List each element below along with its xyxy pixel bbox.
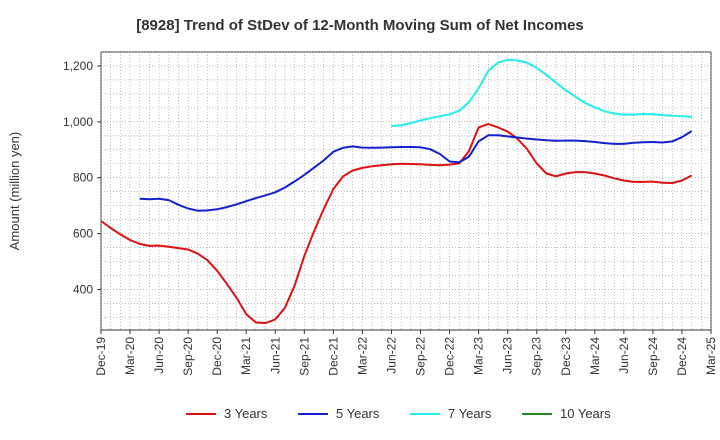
y-axis-label: Amount (million yen) [7,132,22,251]
y-tick-label: 400 [73,282,93,296]
x-tick-label: Jun-20 [152,337,166,374]
legend-label-7-years: 7 Years [448,406,492,421]
legend-label-3-years: 3 Years [224,406,268,421]
y-tick-label: 1,200 [63,59,93,73]
y-tick-label: 600 [73,227,93,241]
y-tick-label: 800 [73,171,93,185]
x-tick-label: Jun-21 [268,337,282,374]
x-tick-label: Dec-19 [94,337,108,376]
x-tick-label: Mar-22 [355,337,369,375]
x-tick-label: Dec-20 [210,337,224,376]
x-tick-label: Jun-24 [617,337,631,374]
x-tick-label: Dec-24 [675,337,689,376]
legend-label-10-years: 10 Years [560,406,611,421]
x-tick-label: Jun-22 [384,337,398,374]
legend: 3 Years 5 Years 7 Years 10 Years [186,406,611,421]
x-tick-label: Mar-25 [704,337,718,375]
x-axis-ticks: Dec-19 Mar-20 Jun-20 Sep-20 Dec-20 Mar-21 Jun-… [94,330,718,376]
x-tick-label: Mar-21 [239,337,253,375]
x-tick-label: Dec-23 [559,337,573,376]
plot-area [100,51,712,331]
series-line-3-years [100,123,693,324]
x-tick-label: Mar-23 [472,337,486,375]
x-tick-label: Sep-20 [181,337,195,376]
x-tick-label: Dec-21 [326,337,340,376]
x-tick-label: Sep-22 [414,337,428,376]
x-tick-label: Sep-24 [646,337,660,376]
x-tick-label: Jun-23 [501,337,515,374]
x-tick-label: Sep-21 [297,337,311,376]
y-tick-label: 1,000 [63,115,93,129]
series-line-5-years [139,130,693,212]
y-axis-ticks: 400 600 800 1,000 1,200 [63,59,101,296]
x-tick-label: Dec-22 [443,337,457,376]
series-line-7-years [391,58,692,127]
x-tick-label: Mar-24 [588,337,602,375]
legend-label-5-years: 5 Years [336,406,380,421]
x-tick-label: Mar-20 [123,337,137,375]
series-lines [100,58,693,324]
x-tick-label: Sep-23 [530,337,544,376]
chart-title: [8928] Trend of StDev of 12-Month Moving… [136,17,584,34]
